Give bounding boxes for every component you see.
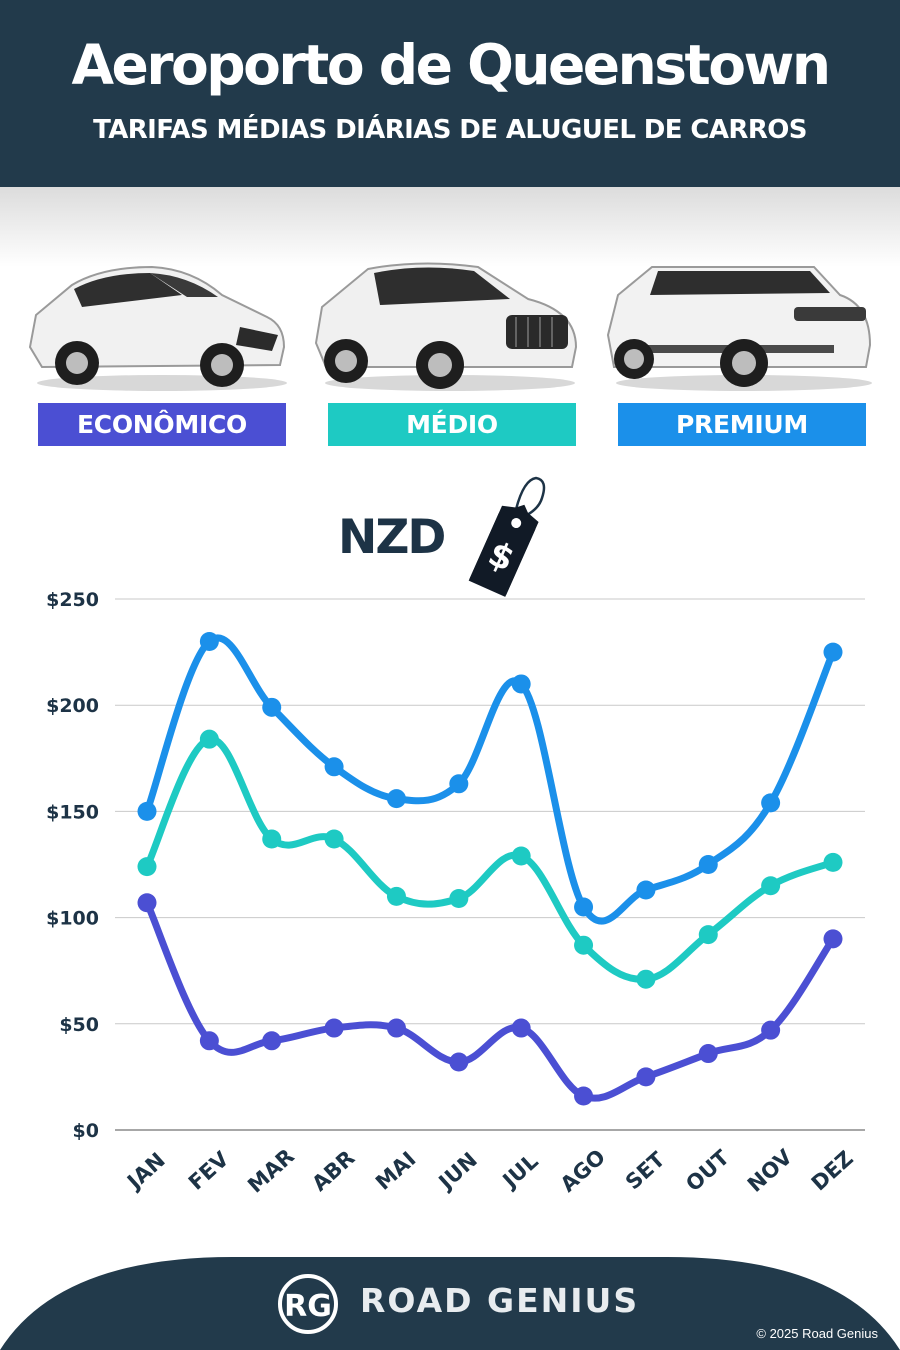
series-line [143, 634, 837, 925]
x-tick-label: SET [621, 1147, 670, 1195]
data-point [511, 674, 531, 694]
y-tick-label: $50 [59, 1014, 99, 1036]
y-tick-label: $250 [46, 589, 99, 611]
data-point [137, 893, 157, 913]
x-tick-label: AGO [556, 1145, 610, 1197]
midsize-car-image [310, 255, 580, 395]
footer-background [0, 1256, 900, 1350]
data-point [823, 642, 843, 662]
data-point [262, 1031, 282, 1051]
data-point [262, 697, 282, 717]
price-tag-icon: $ [452, 470, 552, 605]
header-shadow [0, 187, 900, 267]
economy-car-image [22, 255, 292, 395]
data-point [386, 886, 406, 906]
y-tick-label: $150 [46, 801, 99, 823]
x-tick-label: MAR [243, 1144, 299, 1198]
data-point [386, 1018, 406, 1038]
x-tick-label: DEZ [807, 1146, 858, 1195]
data-point [449, 888, 469, 908]
data-point [199, 1031, 219, 1051]
data-point [199, 631, 219, 651]
data-point [137, 801, 157, 821]
logo-initials: RG [284, 1289, 332, 1324]
category-economy-label: ECONÔMICO [38, 403, 286, 446]
data-point [636, 969, 656, 989]
series-line [143, 735, 837, 983]
data-point [574, 1086, 594, 1106]
x-tick-label: JUL [497, 1149, 543, 1194]
data-point [698, 1044, 718, 1064]
data-point [511, 846, 531, 866]
data-point [761, 876, 781, 896]
series-line [143, 899, 837, 1102]
header-banner: Aeroporto de Queenstown TARIFAS MÉDIAS D… [0, 0, 900, 187]
data-point [324, 757, 344, 777]
data-point [636, 1067, 656, 1087]
data-point [511, 1018, 531, 1038]
data-point [449, 774, 469, 794]
data-point [324, 1018, 344, 1038]
copyright-text: © 2025 Road Genius [756, 1326, 878, 1341]
x-tick-label: NOV [743, 1144, 798, 1197]
y-tick-label: $100 [46, 908, 99, 930]
data-point [823, 929, 843, 949]
category-premium-label: PREMIUM [618, 403, 866, 446]
data-point [761, 793, 781, 813]
x-tick-label: FEV [184, 1146, 234, 1194]
road-genius-logo: RG [271, 1273, 345, 1335]
data-point [262, 829, 282, 849]
page-subtitle: TARIFAS MÉDIAS DIÁRIAS DE ALUGUEL DE CAR… [93, 115, 807, 145]
premium-car-image [604, 255, 874, 395]
footer [0, 1255, 900, 1350]
x-tick-label: OUT [681, 1145, 734, 1196]
data-point [698, 925, 718, 945]
y-tick-label: $0 [73, 1120, 99, 1142]
data-point [386, 789, 406, 809]
data-point [449, 1052, 469, 1072]
data-point [324, 829, 344, 849]
y-tick-label: $200 [46, 695, 99, 717]
data-point [137, 857, 157, 877]
x-tick-label: MAI [371, 1147, 420, 1195]
data-point [574, 935, 594, 955]
line-chart: $0 $50 $100 $150 $200 $250 JAN FEV MAR ABR MAI JUN J… [46, 589, 865, 1198]
page-title: Aeroporto de Queenstown [71, 33, 831, 97]
category-midsize-label: MÉDIO [328, 403, 576, 446]
data-point [823, 852, 843, 872]
x-tick-label: JAN [121, 1148, 170, 1195]
x-tick-label: ABR [307, 1146, 359, 1196]
data-point [574, 897, 594, 917]
data-point [761, 1020, 781, 1040]
data-point [636, 880, 656, 900]
x-tick-label: JUN [433, 1148, 482, 1196]
data-point [199, 729, 219, 749]
brand-name: ROAD GENIUS [360, 1281, 640, 1320]
data-point [698, 855, 718, 874]
currency-label: NZD [338, 510, 446, 565]
